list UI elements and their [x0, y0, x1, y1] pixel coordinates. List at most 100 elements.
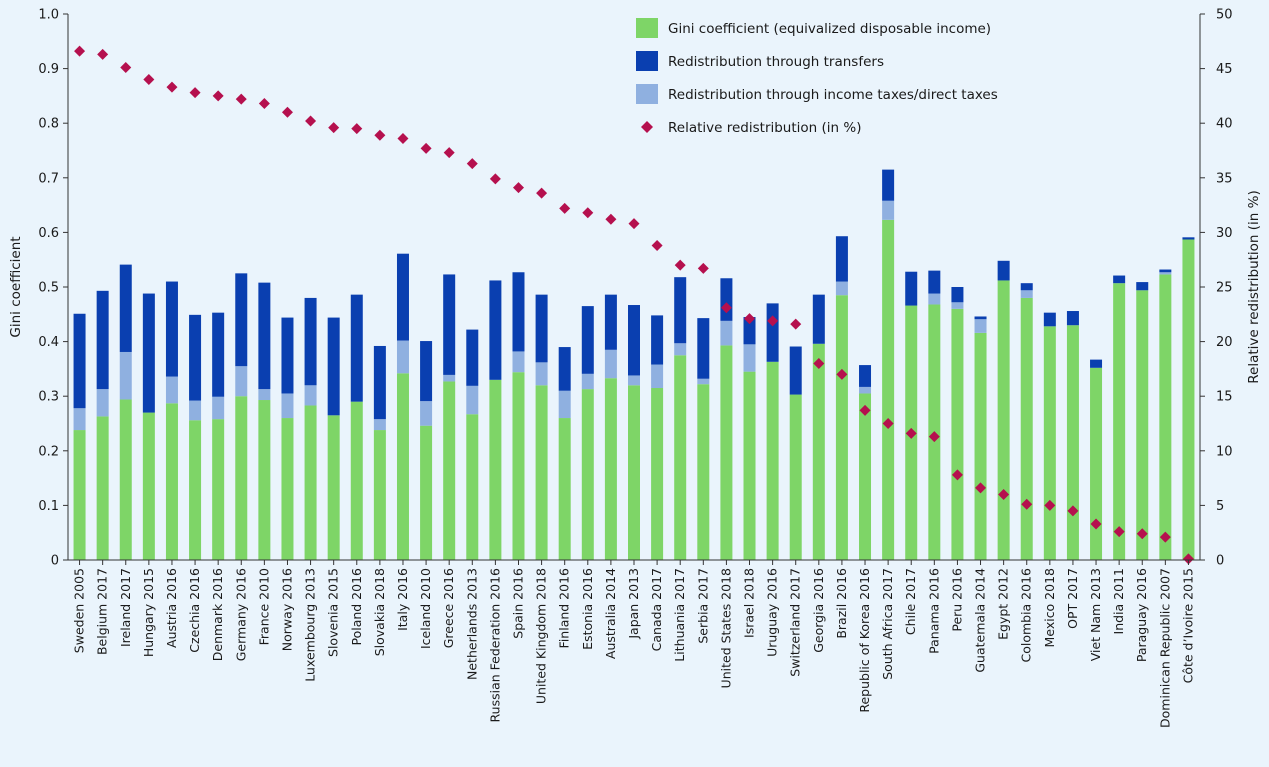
relative-redistribution-marker	[697, 262, 709, 274]
gini-bar	[628, 385, 640, 560]
x-tick-label: United States 2018	[718, 568, 733, 688]
tax-redistribution-bar	[281, 393, 294, 419]
transfer-redistribution-bar	[350, 294, 363, 402]
x-tick-label: Mexico 2018	[1042, 568, 1057, 647]
gini-bar	[281, 418, 294, 560]
gini-bar	[1090, 367, 1103, 560]
relative-redistribution-marker	[882, 418, 894, 429]
relative-redistribution-marker	[744, 313, 756, 325]
relative-redistribution-marker	[1136, 528, 1148, 540]
relative-redistribution-marker	[397, 132, 409, 144]
relative-redistribution-marker	[536, 187, 548, 199]
y-tick-label: 0.4	[38, 335, 59, 350]
relative-redistribution-marker	[559, 202, 571, 214]
transfer-redistribution-bar	[443, 274, 456, 375]
transfer-redistribution-bar	[1113, 275, 1126, 284]
gini-bar	[789, 394, 802, 560]
tax-redistribution-bar	[928, 293, 941, 305]
tax-redistribution-bar	[212, 396, 225, 420]
transfer-redistribution-bar	[235, 273, 248, 367]
gini-bar	[327, 415, 340, 560]
left-axis: 0 0.1 0.2 0.3 0.4 0.5 0.6 0.7 0.8 0.9 1.0	[38, 8, 69, 569]
x-tick-label: Belgium 2017	[95, 568, 110, 655]
y-tick-label: 0.3	[38, 390, 59, 405]
gini-bar	[651, 388, 664, 560]
relative-redistribution-marker	[466, 158, 478, 170]
gini-bar	[581, 389, 594, 560]
tax-redistribution-bar	[535, 362, 548, 386]
gini-bar	[812, 343, 825, 560]
tax-redistribution-bar	[258, 389, 271, 401]
relative-redistribution-marker	[928, 431, 940, 443]
relative-redistribution-marker	[836, 368, 848, 380]
relative-redistribution-marker	[212, 90, 224, 102]
transfer-redistribution-bar	[558, 347, 571, 391]
gini-bar	[674, 355, 687, 560]
transfer-redistribution-bar	[1182, 237, 1195, 240]
transfer-redistribution-bar	[512, 272, 525, 352]
gini-bar	[396, 373, 409, 560]
y2-tick-label: 25	[1216, 281, 1233, 296]
transfer-redistribution-bar	[535, 294, 548, 363]
x-tick-label: Norway 2016	[279, 568, 294, 651]
transfer-redistribution-bar	[674, 277, 687, 344]
x-tick-label: Australia 2014	[603, 568, 618, 659]
gini-bar	[1043, 326, 1056, 560]
gini-bar	[258, 400, 271, 560]
x-tick-label: Côte d’Ivoire 2015	[1180, 568, 1195, 683]
transfer-redistribution-bar	[789, 346, 802, 395]
y2-tick-label: 10	[1216, 444, 1233, 459]
gini-bar	[974, 332, 987, 560]
gini-bar	[997, 280, 1010, 560]
y2-tick-label: 35	[1216, 171, 1233, 186]
x-tick-label: Chile 2017	[903, 568, 918, 635]
relative-redistribution-marker	[1021, 498, 1033, 510]
gini-bar	[96, 416, 109, 560]
gini-bar	[604, 378, 617, 560]
transfer-redistribution-bar	[96, 290, 109, 390]
relative-redistribution-marker	[235, 93, 247, 105]
y-tick-label: 1.0	[38, 8, 59, 23]
gini-bar	[882, 219, 895, 561]
relative-redistribution-marker	[258, 98, 270, 110]
tax-redistribution-bar	[443, 374, 456, 382]
relative-redistribution-marker	[905, 427, 917, 439]
relative-redistribution-marker	[189, 87, 201, 99]
x-tick-label: Israel 2018	[742, 568, 757, 638]
transfer-redistribution-bar	[1136, 282, 1149, 291]
transfer-redistribution-bar	[142, 293, 155, 413]
relative-redistribution-marker	[120, 62, 132, 74]
transfer-redistribution-bar	[859, 365, 872, 387]
x-tick-label: Switzerland 2017	[788, 568, 803, 677]
transfer-redistribution-bar	[628, 305, 640, 376]
transfer-redistribution-bar	[73, 313, 86, 409]
y-tick-label: 0.8	[38, 117, 59, 132]
transfer-redistribution-bar	[119, 264, 132, 352]
relative-redistribution-marker	[1159, 531, 1171, 543]
gini-bar	[443, 381, 456, 560]
tax-redistribution-bar	[951, 302, 964, 309]
tax-redistribution-bar	[189, 400, 202, 421]
tax-redistribution-bar	[720, 320, 733, 346]
legend: Gini coefficient (equivalized disposable…	[636, 18, 998, 136]
transfer-redistribution-bar	[604, 294, 617, 350]
tax-redistribution-bar	[420, 401, 433, 426]
tax-redistribution-bar	[835, 281, 848, 296]
gini-bar	[466, 414, 479, 560]
relative-redistribution-marker	[328, 122, 340, 134]
x-tick-label: Uruguay 2016	[765, 568, 780, 657]
gini-bar	[1159, 274, 1172, 560]
y-tick-label: 0.5	[38, 281, 59, 296]
relative-redistribution-marker	[628, 218, 640, 230]
relative-redistribution-marker	[790, 318, 802, 330]
tax-redistribution-bar	[165, 376, 178, 404]
tax-redistribution-bar	[1159, 272, 1172, 275]
x-tick-label: Denmark 2016	[210, 568, 225, 661]
tax-redistribution-bar	[466, 385, 479, 415]
relative-redistribution-marker	[351, 123, 363, 135]
relative-redistribution-marker	[305, 115, 317, 127]
y-tick-label: 0.6	[38, 226, 59, 241]
gini-bar	[189, 420, 202, 560]
tax-redistribution-bar	[628, 375, 640, 386]
x-tick-label: Republic of Korea 2016	[857, 568, 872, 713]
